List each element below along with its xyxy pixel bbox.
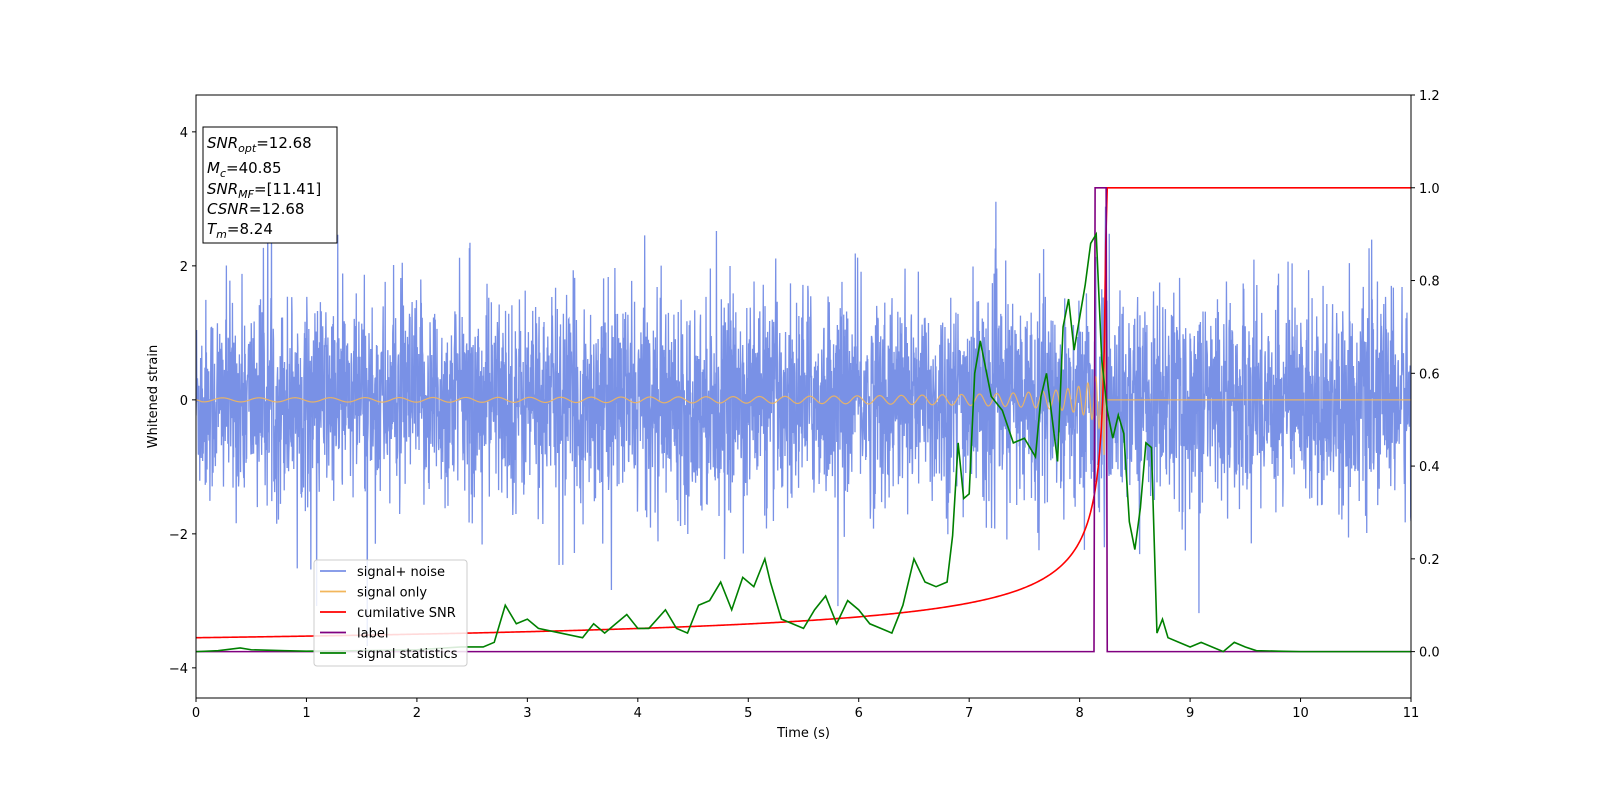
y2-tick-label: 1.0 bbox=[1419, 182, 1440, 197]
y2-tick-label: 1.2 bbox=[1419, 89, 1440, 104]
legend-label: signal only bbox=[357, 586, 427, 601]
series-signal-only bbox=[196, 281, 1411, 456]
x-tick-label: 3 bbox=[523, 706, 531, 721]
y2-tick-label: 0.2 bbox=[1419, 553, 1440, 568]
x-tick-label: 1 bbox=[302, 706, 310, 721]
legend: signal+ noise signal only cumilative SNR la… bbox=[313, 559, 468, 667]
y2-tick-label: 0.6 bbox=[1419, 367, 1440, 382]
info-box-frame bbox=[202, 126, 338, 244]
x-tick-label: 11 bbox=[1403, 706, 1420, 721]
y-tick-label: 4 bbox=[180, 126, 188, 141]
legend-label: signal+ noise bbox=[357, 565, 445, 580]
x-tick-label: 8 bbox=[1075, 706, 1083, 721]
x-tick-label: 9 bbox=[1186, 706, 1194, 721]
legend-label: label bbox=[357, 627, 388, 642]
y2-tick-label: 0.8 bbox=[1419, 275, 1440, 290]
y-tick-label: −2 bbox=[169, 528, 188, 543]
y-tick-label: 2 bbox=[180, 260, 188, 275]
axes: 0 1 2 3 4 5 6 7 8 9 10 11 −4 −2 0 2 4 0.0 0.2 0.4 0.6 0.8 1.0 1… bbox=[169, 89, 1440, 721]
legend-label: cumilative SNR bbox=[357, 606, 456, 621]
info-line: CSNR=12.68 bbox=[207, 200, 304, 218]
y-axis-label: Whitened strain bbox=[146, 345, 161, 448]
info-box: SNRopt=12.68 Mc=40.85SNRMF=[11.41]CSNR=12… bbox=[202, 126, 338, 244]
x-tick-label: 4 bbox=[634, 706, 642, 721]
info-line: Tm=8.24 bbox=[207, 220, 273, 241]
x-tick-label: 10 bbox=[1292, 706, 1309, 721]
x-tick-label: 6 bbox=[855, 706, 863, 721]
x-tick-label: 7 bbox=[965, 706, 973, 721]
y-tick-label: −4 bbox=[169, 662, 188, 677]
y2-tick-label: 0.0 bbox=[1419, 646, 1440, 661]
x-tick-label: 2 bbox=[413, 706, 421, 721]
y-tick-label: 0 bbox=[180, 394, 188, 409]
series-signal-statistics bbox=[196, 231, 1411, 653]
axes-frame bbox=[195, 94, 1412, 699]
x-axis-label: Time (s) bbox=[776, 726, 830, 741]
info-line: SNRMF=[11.41] bbox=[207, 180, 321, 201]
x-tick-label: 5 bbox=[744, 706, 752, 721]
info-line: SNRopt=12.68 bbox=[207, 134, 312, 155]
y2-tick-label: 0.4 bbox=[1419, 460, 1440, 475]
series-label bbox=[196, 186, 1411, 653]
info-line: Mc=40.85 bbox=[207, 159, 282, 180]
series-signal-noise bbox=[196, 201, 1411, 646]
legend-frame bbox=[313, 559, 468, 667]
legend-label: signal statistics bbox=[357, 647, 458, 662]
x-tick-label: 0 bbox=[192, 706, 200, 721]
